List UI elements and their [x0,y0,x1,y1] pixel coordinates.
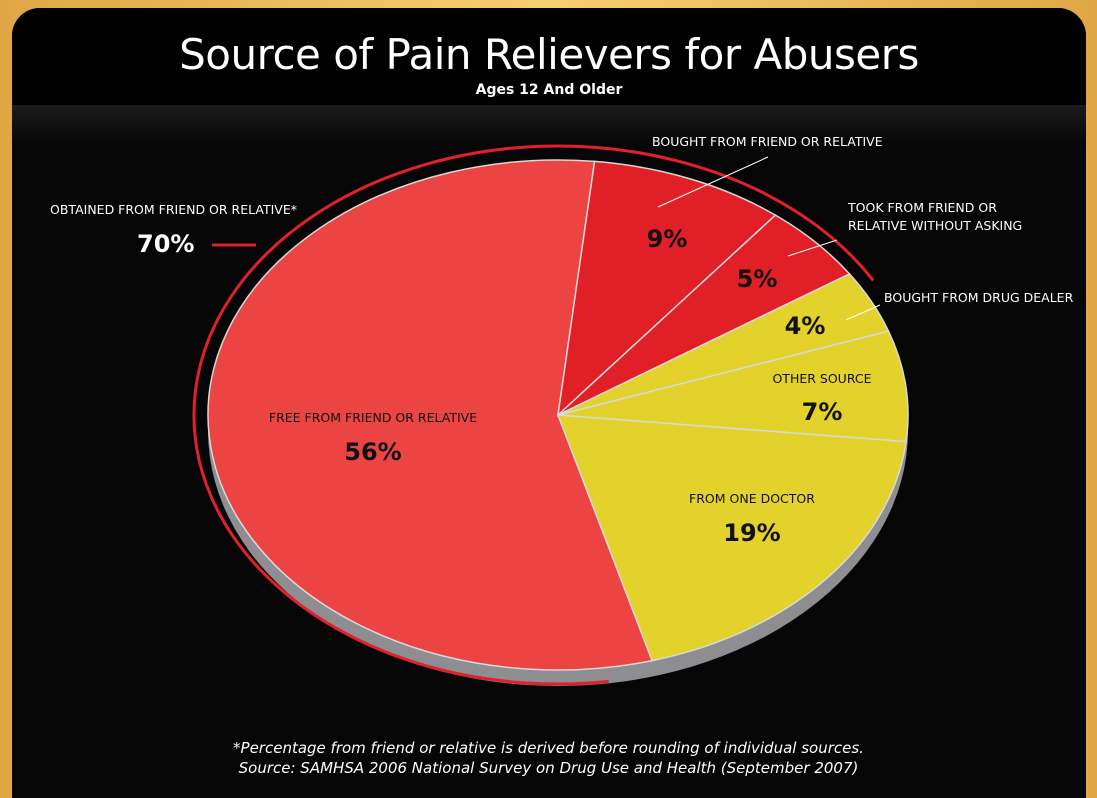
pie-slice-from-one-doctor [556,414,907,662]
slice-label-drug-dealer: BOUGHT FROM DRUG DEALER [884,290,1074,305]
obtained-group-value: 70% [137,230,194,258]
slice-label-bought-friend: BOUGHT FROM FRIEND OR RELATIVE [652,134,883,149]
slice-label-other-source: OTHER SOURCE [772,371,871,386]
pie-slice-other-source [557,330,909,443]
slice-value-free-friend: 56% [344,438,401,466]
obtained-group-ring [192,144,875,686]
slice-label-free-friend: FREE FROM FRIEND OR RELATIVE [269,410,477,425]
chart-title: Source of Pain Relievers for Abusers [179,30,919,79]
footnote-block: *Percentage from friend or relative is d… [0,738,1097,778]
pie-slice-free-from-friend-or-relative [207,159,654,671]
slice-value-one-doctor: 19% [723,519,780,547]
leader-drug-dealer [845,304,881,321]
leader-bought-friend [657,156,769,208]
title-banner: Source of Pain Relievers for Abusers Age… [12,8,1086,106]
leader-took-friend [787,239,838,257]
slice-value-bought-friend: 9% [647,225,688,253]
slice-value-other-source: 7% [802,398,843,426]
slice-value-took-friend: 5% [737,265,778,293]
slice-label-took-friend-line1: TOOK FROM FRIEND OR [847,200,997,215]
chart-subtitle: Ages 12 And Older [475,82,623,98]
slice-label-one-doctor: FROM ONE DOCTOR [689,491,815,506]
footnote-text: *Percentage from friend or relative is d… [233,739,864,757]
pie-slice-bought-from-friend-or-relative [556,160,777,417]
header-glow [12,106,1086,146]
source-text: Source: SAMHSA 2006 National Survey on D… [238,759,859,777]
slice-value-drug-dealer: 4% [785,312,826,340]
pie-slices-layer [207,159,909,671]
slice-label-took-friend-line2: RELATIVE WITHOUT ASKING [848,218,1022,233]
obtained-group-label: OBTAINED FROM FRIEND OR RELATIVE* [50,202,297,217]
